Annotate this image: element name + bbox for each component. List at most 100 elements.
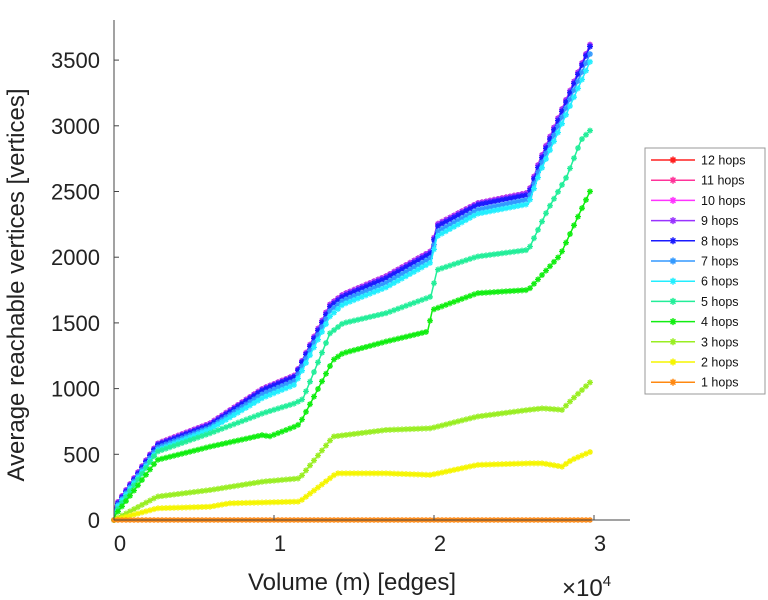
data-point-marker — [391, 275, 397, 282]
data-point-marker — [503, 288, 509, 295]
data-point-marker — [279, 404, 285, 411]
data-point-marker — [479, 252, 485, 259]
data-point-marker — [431, 241, 437, 248]
data-point-marker — [479, 412, 485, 419]
data-point-marker — [271, 386, 277, 393]
data-point-marker — [423, 425, 429, 432]
data-point-marker — [423, 328, 429, 335]
data-point-marker — [423, 252, 429, 259]
data-point-marker — [363, 470, 369, 477]
data-point-marker — [339, 432, 345, 439]
data-point-marker — [347, 290, 353, 297]
data-point-marker — [555, 123, 561, 130]
data-point-marker — [467, 214, 473, 221]
data-point-marker — [259, 395, 265, 402]
data-point-marker — [379, 427, 385, 434]
data-point-marker — [503, 461, 509, 468]
data-point-marker — [355, 295, 361, 302]
legend-label: 8 hops — [701, 234, 739, 248]
data-point-marker — [355, 287, 361, 294]
data-point-marker — [383, 310, 389, 317]
data-point-marker — [291, 423, 297, 430]
axes — [113, 20, 630, 521]
data-point-marker — [451, 298, 457, 305]
data-point-marker — [467, 292, 473, 299]
data-point-marker — [495, 410, 501, 417]
legend-marker-icon — [669, 217, 677, 225]
data-point-marker — [483, 252, 489, 259]
data-point-marker — [363, 429, 369, 436]
data-point-marker — [427, 259, 433, 266]
data-point-marker — [491, 203, 497, 210]
data-point-marker — [351, 292, 357, 299]
y-tick-label: 1000 — [51, 377, 100, 402]
data-point-marker — [395, 305, 401, 312]
data-point-marker — [311, 339, 317, 346]
data-point-marker — [279, 428, 285, 435]
data-point-marker — [275, 405, 281, 412]
data-point-marker — [539, 164, 545, 171]
data-point-marker — [567, 103, 573, 110]
data-point-marker — [535, 460, 541, 467]
data-point-marker — [195, 488, 201, 495]
data-point-marker — [455, 221, 461, 228]
data-point-marker — [471, 208, 477, 215]
data-point-marker — [199, 488, 205, 495]
data-point-marker — [299, 359, 305, 366]
data-point-marker — [559, 114, 565, 121]
data-point-marker — [475, 413, 481, 420]
data-point-marker — [371, 312, 377, 319]
data-point-marker — [515, 193, 521, 200]
legend-item-7-hops: 7 hops — [651, 255, 739, 269]
data-point-marker — [467, 463, 473, 470]
data-point-marker — [243, 435, 249, 442]
data-point-marker — [235, 403, 241, 410]
data-point-marker — [579, 62, 585, 69]
data-point-marker — [359, 285, 365, 292]
data-point-marker — [315, 359, 321, 366]
data-point-marker — [543, 145, 549, 152]
data-point-marker — [243, 499, 249, 506]
data-point-marker — [315, 484, 321, 491]
data-point-marker — [179, 450, 185, 457]
data-point-marker — [239, 481, 245, 488]
data-point-marker — [243, 481, 249, 488]
data-point-marker — [495, 250, 501, 257]
data-point-marker — [431, 246, 437, 253]
data-point-marker — [555, 254, 561, 261]
data-point-marker — [315, 452, 321, 459]
data-point-marker — [379, 281, 385, 288]
data-point-marker — [571, 394, 577, 401]
data-point-marker — [483, 205, 489, 212]
data-point-marker — [167, 504, 173, 511]
data-point-marker — [579, 205, 585, 212]
data-point-marker — [303, 467, 309, 474]
data-point-marker — [443, 468, 449, 475]
data-point-marker — [471, 414, 477, 421]
data-point-marker — [531, 460, 537, 467]
legend-marker-icon — [669, 338, 677, 346]
data-point-marker — [275, 388, 281, 395]
data-point-marker — [343, 292, 349, 299]
data-point-marker — [343, 319, 349, 326]
data-point-marker — [403, 333, 409, 340]
data-point-marker — [575, 145, 581, 152]
data-point-marker — [427, 425, 433, 432]
data-point-marker — [223, 416, 229, 423]
data-point-marker — [127, 512, 133, 519]
data-point-marker — [543, 460, 549, 467]
data-point-marker — [151, 453, 157, 460]
data-point-marker — [523, 287, 529, 294]
data-point-marker — [531, 280, 537, 287]
plot-area — [111, 41, 593, 523]
data-point-marker — [227, 414, 233, 421]
data-point-marker — [387, 277, 393, 284]
data-point-marker — [331, 304, 337, 311]
data-point-marker — [219, 419, 225, 426]
data-point-marker — [439, 422, 445, 429]
data-point-marker — [183, 490, 189, 497]
data-point-marker — [315, 336, 321, 343]
data-point-marker — [271, 390, 277, 397]
data-point-marker — [407, 266, 413, 273]
data-point-marker — [283, 476, 289, 483]
